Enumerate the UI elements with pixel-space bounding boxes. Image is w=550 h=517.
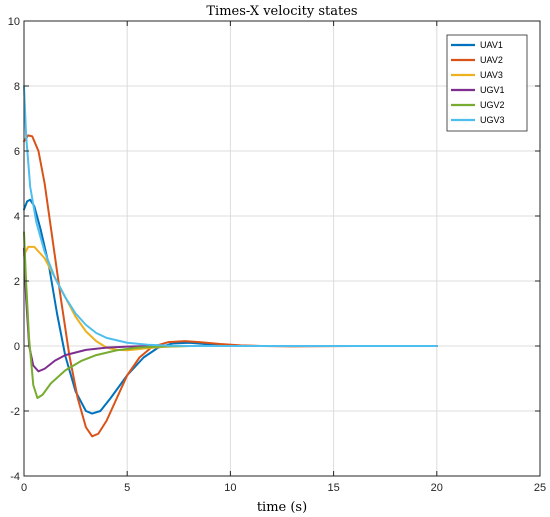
y-tick-label: 10 <box>8 16 20 28</box>
series-lines <box>23 85 438 438</box>
y-tick-label: 0 <box>14 341 20 353</box>
x-axis-label: time (s) <box>257 500 307 515</box>
y-tick-label: -2 <box>10 406 20 418</box>
y-tick-label: 8 <box>14 81 20 93</box>
x-tick-label: 20 <box>431 482 443 494</box>
x-tick-label: 10 <box>224 482 236 494</box>
legend-box <box>446 34 528 132</box>
y-tick-label: 2 <box>14 276 20 288</box>
legend-label-uav2: UAV2 <box>480 55 503 65</box>
y-tick-label: -4 <box>10 471 20 483</box>
legend: UAV1 UAV2 UAV3 UGV1 UGV2 UGV3 <box>446 34 528 132</box>
y-tick-label: 6 <box>14 146 20 158</box>
legend-label-uav1: UAV1 <box>480 40 503 50</box>
legend-label-uav3: UAV3 <box>480 70 503 80</box>
x-tick-label: 25 <box>534 482 546 494</box>
x-tick-label: 0 <box>21 482 27 494</box>
axis-ticks: 0 5 10 15 20 25 -4 -2 0 2 4 6 8 10 <box>8 16 546 494</box>
legend-label-ugv1: UGV1 <box>480 85 505 95</box>
legend-label-ugv3: UGV3 <box>480 115 505 125</box>
axes-box <box>23 20 541 477</box>
chart-title: Times-X velocity states <box>206 4 357 19</box>
series-line-ugv3 <box>23 85 438 347</box>
x-tick-label: 5 <box>124 482 130 494</box>
y-tick-label: 4 <box>14 211 20 223</box>
x-tick-label: 15 <box>327 482 339 494</box>
legend-label-ugv2: UGV2 <box>480 100 505 110</box>
